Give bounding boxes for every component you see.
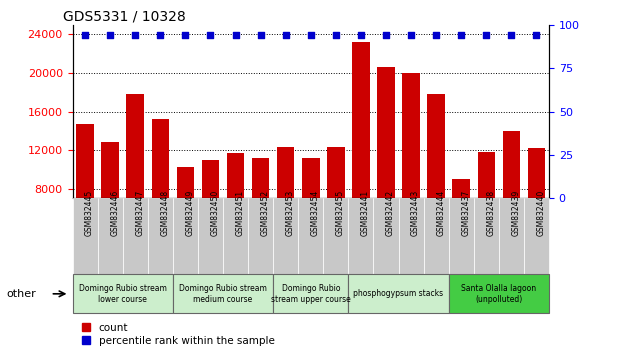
Text: GSM832454: GSM832454 bbox=[310, 190, 320, 236]
Text: phosphogypsum stacks: phosphogypsum stacks bbox=[353, 289, 444, 298]
Bar bbox=[374, 198, 399, 274]
Point bbox=[281, 33, 291, 38]
Bar bbox=[248, 198, 273, 274]
Bar bbox=[399, 198, 423, 274]
Bar bbox=[151, 119, 169, 266]
Text: GSM832453: GSM832453 bbox=[286, 190, 295, 236]
Point bbox=[105, 33, 115, 38]
Bar bbox=[73, 274, 173, 313]
Text: GSM832439: GSM832439 bbox=[511, 190, 521, 236]
Bar bbox=[524, 198, 549, 274]
Bar bbox=[478, 152, 495, 266]
Bar bbox=[277, 147, 295, 266]
Bar bbox=[474, 198, 499, 274]
Text: GSM832444: GSM832444 bbox=[436, 190, 445, 236]
Bar bbox=[126, 94, 144, 266]
Text: GSM832446: GSM832446 bbox=[110, 190, 119, 236]
Bar bbox=[298, 198, 323, 274]
Text: GDS5331 / 10328: GDS5331 / 10328 bbox=[63, 10, 186, 24]
Bar bbox=[452, 179, 470, 266]
Bar bbox=[202, 160, 219, 266]
Bar bbox=[273, 198, 298, 274]
Bar bbox=[449, 198, 474, 274]
Point bbox=[206, 33, 216, 38]
Text: GSM832440: GSM832440 bbox=[536, 190, 545, 236]
Bar bbox=[348, 274, 449, 313]
Text: Domingo Rubio stream
lower course: Domingo Rubio stream lower course bbox=[79, 284, 167, 303]
Bar bbox=[273, 274, 348, 313]
Point bbox=[331, 33, 341, 38]
Bar bbox=[403, 73, 420, 266]
Point bbox=[305, 33, 316, 38]
Bar bbox=[348, 198, 374, 274]
Bar bbox=[73, 198, 98, 274]
Bar bbox=[177, 167, 194, 266]
Bar bbox=[223, 198, 248, 274]
Text: Domingo Rubio
stream upper course: Domingo Rubio stream upper course bbox=[271, 284, 351, 303]
Point bbox=[381, 33, 391, 38]
Point bbox=[80, 33, 90, 38]
Bar bbox=[252, 158, 269, 266]
Bar bbox=[427, 94, 445, 266]
Text: GSM832438: GSM832438 bbox=[487, 190, 495, 236]
Text: GSM832448: GSM832448 bbox=[160, 190, 169, 236]
Text: other: other bbox=[6, 289, 36, 299]
Text: GSM832449: GSM832449 bbox=[186, 190, 194, 236]
Point bbox=[356, 33, 366, 38]
Text: GSM832451: GSM832451 bbox=[235, 190, 245, 236]
Text: GSM832455: GSM832455 bbox=[336, 190, 345, 236]
Legend: count, percentile rank within the sample: count, percentile rank within the sample bbox=[78, 319, 279, 350]
Bar bbox=[76, 124, 94, 266]
Text: GSM832441: GSM832441 bbox=[361, 190, 370, 236]
Point bbox=[155, 33, 165, 38]
Point bbox=[230, 33, 240, 38]
Text: Santa Olalla lagoon
(unpolluted): Santa Olalla lagoon (unpolluted) bbox=[461, 284, 536, 303]
Point bbox=[256, 33, 266, 38]
Text: GSM832452: GSM832452 bbox=[261, 190, 269, 236]
Bar bbox=[377, 67, 395, 266]
Bar bbox=[98, 198, 122, 274]
Bar bbox=[198, 198, 223, 274]
Bar bbox=[499, 198, 524, 274]
Bar bbox=[449, 274, 549, 313]
Bar bbox=[148, 198, 173, 274]
Point bbox=[531, 33, 541, 38]
Bar bbox=[302, 158, 319, 266]
Point bbox=[130, 33, 140, 38]
Bar bbox=[122, 198, 148, 274]
Bar bbox=[502, 131, 520, 266]
Bar bbox=[528, 148, 545, 266]
Text: GSM832447: GSM832447 bbox=[135, 190, 144, 236]
Text: GSM832445: GSM832445 bbox=[85, 190, 94, 236]
Point bbox=[180, 33, 191, 38]
Text: GSM832443: GSM832443 bbox=[411, 190, 420, 236]
Bar bbox=[352, 42, 370, 266]
Bar bbox=[173, 198, 198, 274]
Point bbox=[456, 33, 466, 38]
Text: GSM832437: GSM832437 bbox=[461, 190, 470, 236]
Text: GSM832442: GSM832442 bbox=[386, 190, 395, 236]
Bar bbox=[323, 198, 348, 274]
Bar bbox=[423, 198, 449, 274]
Point bbox=[481, 33, 492, 38]
Text: GSM832450: GSM832450 bbox=[211, 190, 220, 236]
Text: Domingo Rubio stream
medium course: Domingo Rubio stream medium course bbox=[179, 284, 267, 303]
Bar bbox=[173, 274, 273, 313]
Bar bbox=[227, 153, 244, 266]
Bar bbox=[327, 147, 345, 266]
Bar bbox=[102, 142, 119, 266]
Point bbox=[406, 33, 416, 38]
Point bbox=[506, 33, 516, 38]
Point bbox=[431, 33, 441, 38]
